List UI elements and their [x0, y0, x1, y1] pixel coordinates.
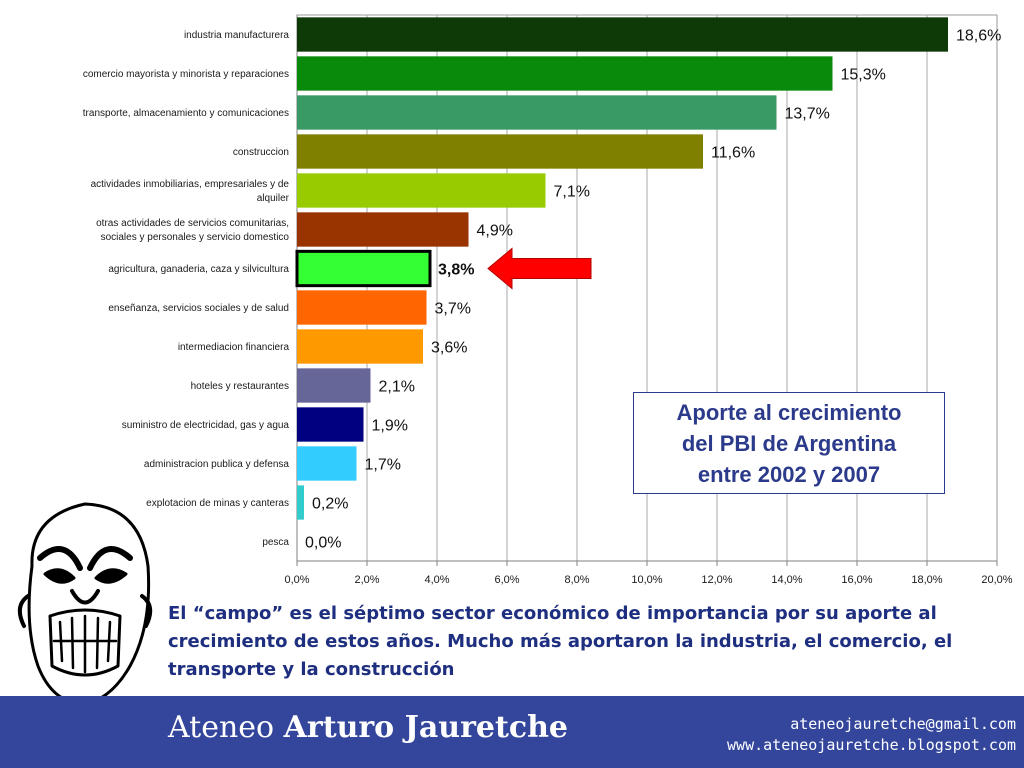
category-label: actividades inmobiliarias, empresariales…	[91, 179, 290, 204]
category-label: otras actividades de servicios comunitar…	[96, 218, 289, 243]
bar	[295, 249, 432, 288]
category-label-line: industria manufacturera	[184, 30, 289, 41]
data-label: 15,3%	[841, 67, 886, 84]
x-tick-label: 16,0%	[841, 574, 872, 586]
category-label-line: suministro de electricidad, gas y agua	[122, 420, 290, 431]
x-tick-label: 4,0%	[424, 574, 449, 586]
data-label: 11,6%	[711, 145, 755, 162]
x-tick-label: 10,0%	[631, 574, 662, 586]
category-label: construccion	[233, 147, 289, 158]
bar	[297, 56, 833, 91]
x-tick-label: 12,0%	[701, 574, 732, 586]
organization-name: Ateneo Arturo Jauretche	[168, 710, 568, 745]
organization-name-part2: Arturo Jauretche	[283, 710, 568, 745]
category-label: explotacion de minas y canteras	[146, 498, 289, 509]
rage-face-icon	[17, 502, 153, 738]
category-label-line: transporte, almacenamiento y comunicacio…	[83, 108, 289, 119]
bar	[297, 368, 371, 403]
chart-title: Aporte al crecimiento del PBI de Argenti…	[676, 399, 902, 487]
category-label-line: comercio mayorista y minorista y reparac…	[83, 69, 289, 80]
bar	[297, 95, 777, 130]
data-label: 7,1%	[554, 184, 590, 201]
footer-banner: Ateneo Arturo Jauretche ateneojauretche@…	[0, 696, 1024, 768]
highlight-arrow-icon	[487, 247, 592, 290]
x-tick-label: 14,0%	[771, 574, 802, 586]
x-tick-label: 18,0%	[911, 574, 942, 586]
contact-website[interactable]: www.ateneojauretche.blogspot.com	[727, 736, 1016, 754]
data-label: 3,6%	[431, 340, 467, 357]
category-label: hoteles y restaurantes	[191, 381, 289, 392]
category-label-line: agricultura, ganaderia, caza y silvicult…	[108, 264, 289, 275]
data-label: 2,1%	[379, 379, 415, 396]
caption-text: El “campo” es el séptimo sector económic…	[168, 603, 953, 680]
category-label: enseñanza, servicios sociales y de salud	[108, 303, 289, 314]
data-label: 4,9%	[477, 223, 513, 240]
category-label: agricultura, ganaderia, caza y silvicult…	[108, 264, 289, 275]
category-label: intermediacion financiera	[178, 342, 290, 353]
category-label: comercio mayorista y minorista y reparac…	[83, 69, 289, 80]
category-label: pesca	[262, 537, 289, 548]
x-tick-label: 2,0%	[354, 574, 379, 586]
category-label-line: alquiler	[257, 193, 290, 204]
data-label: 1,7%	[365, 457, 401, 474]
category-label: suministro de electricidad, gas y agua	[122, 420, 290, 431]
bar	[297, 290, 427, 325]
data-label: 0,0%	[305, 535, 341, 552]
category-label-line: pesca	[262, 537, 289, 548]
category-label-line: actividades inmobiliarias, empresariales…	[91, 179, 290, 190]
contact-info: ateneojauretche@gmail.com www.ateneojaur…	[727, 714, 1016, 756]
category-label-line: otras actividades de servicios comunitar…	[96, 218, 289, 229]
bar	[297, 485, 304, 520]
category-label-line: administracion publica y defensa	[144, 459, 290, 470]
category-label-line: sociales y personales y servicio domesti…	[101, 232, 290, 243]
organization-name-part1: Ateneo	[168, 710, 284, 745]
x-tick-label: 20,0%	[981, 574, 1012, 586]
data-label: 0,2%	[312, 496, 348, 513]
x-tick-label: 0,0%	[284, 574, 309, 586]
bar	[297, 212, 469, 247]
bar	[297, 17, 948, 52]
bar	[297, 134, 703, 169]
contact-email[interactable]: ateneojauretche@gmail.com	[790, 715, 1016, 733]
data-label: 13,7%	[785, 106, 830, 123]
bar	[297, 407, 364, 442]
category-label: administracion publica y defensa	[144, 459, 290, 470]
x-tick-label: 8,0%	[564, 574, 589, 586]
bar	[297, 173, 546, 208]
chart-title-box: Aporte al crecimiento del PBI de Argenti…	[633, 392, 945, 494]
category-label: industria manufacturera	[184, 30, 289, 41]
category-label-line: intermediacion financiera	[178, 342, 290, 353]
category-label-line: enseñanza, servicios sociales y de salud	[108, 303, 289, 314]
bar	[297, 446, 357, 481]
x-tick-label: 6,0%	[494, 574, 519, 586]
data-label: 3,8%	[438, 262, 474, 279]
bar	[297, 329, 423, 364]
data-label: 3,7%	[435, 301, 471, 318]
category-label: transporte, almacenamiento y comunicacio…	[83, 108, 289, 119]
data-label: 18,6%	[956, 28, 1001, 45]
data-label: 1,9%	[372, 418, 408, 435]
category-label-line: explotacion de minas y canteras	[146, 498, 289, 509]
category-label-line: hoteles y restaurantes	[191, 381, 289, 392]
category-label-line: construccion	[233, 147, 289, 158]
